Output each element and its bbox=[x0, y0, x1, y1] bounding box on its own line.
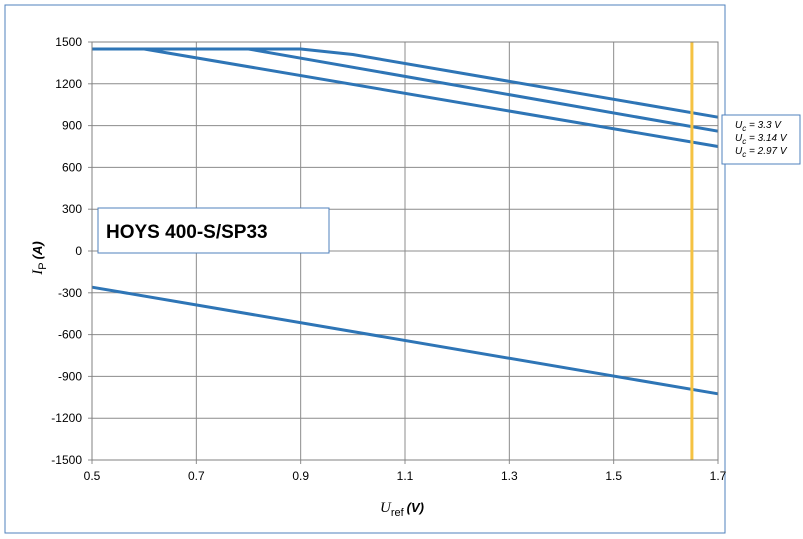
y-axis-label: IP (A) bbox=[30, 241, 49, 275]
y-tick-label: 300 bbox=[62, 202, 82, 216]
legend-entry: Uc = 2.97 V bbox=[735, 146, 788, 159]
y-tick-label: -1200 bbox=[51, 411, 82, 425]
tick-labels: 1500 1200 900 600 300 0 -300 -600 -900 -1200 -1500… bbox=[51, 35, 726, 483]
y-tick-label: 900 bbox=[62, 119, 82, 133]
legend: Uc = 3.3 VUc = 3.14 VUc = 2.97 V bbox=[721, 114, 801, 165]
x-axis-unit: (V) bbox=[407, 500, 424, 515]
y-axis-unit: (A) bbox=[30, 241, 45, 259]
chart-border bbox=[4, 4, 726, 534]
y-axis-symbol: I bbox=[30, 269, 46, 276]
x-tick-label: 1.5 bbox=[605, 469, 622, 483]
legend-entry: Uc = 3.14 V bbox=[735, 133, 788, 146]
y-tick-label: 600 bbox=[62, 160, 82, 174]
y-axis-subscript: P bbox=[37, 262, 49, 269]
x-tick-label: 1.7 bbox=[710, 469, 727, 483]
series-line-3 bbox=[92, 47, 719, 148]
x-axis-label: Uref (V) bbox=[380, 500, 424, 519]
y-tick-label: -1500 bbox=[51, 453, 82, 467]
x-axis-subscript: ref bbox=[391, 507, 405, 519]
x-tick-label: 0.7 bbox=[188, 469, 205, 483]
series-group bbox=[91, 47, 719, 396]
series-line-4 bbox=[91, 285, 719, 396]
y-tick-label: -600 bbox=[58, 328, 82, 342]
y-tick-label: 1500 bbox=[55, 35, 82, 49]
y-tick-label: 1200 bbox=[55, 77, 82, 91]
x-tick-label: 0.9 bbox=[292, 469, 309, 483]
annotation-label: HOYS 400-S/SP33 bbox=[106, 222, 268, 243]
y-tick-label: 0 bbox=[75, 244, 82, 258]
x-tick-label: 1.3 bbox=[501, 469, 518, 483]
plot-frame bbox=[91, 41, 719, 461]
x-tick-label: 1.1 bbox=[397, 469, 414, 483]
y-tick-label: -900 bbox=[58, 369, 82, 383]
legend-entry: Uc = 3.3 V bbox=[735, 120, 782, 133]
x-axis-symbol: U bbox=[380, 500, 392, 516]
y-tick-label: -300 bbox=[58, 286, 82, 300]
x-tick-label: 0.5 bbox=[84, 469, 101, 483]
annotation-box: HOYS 400-S/SP33 bbox=[97, 207, 330, 254]
